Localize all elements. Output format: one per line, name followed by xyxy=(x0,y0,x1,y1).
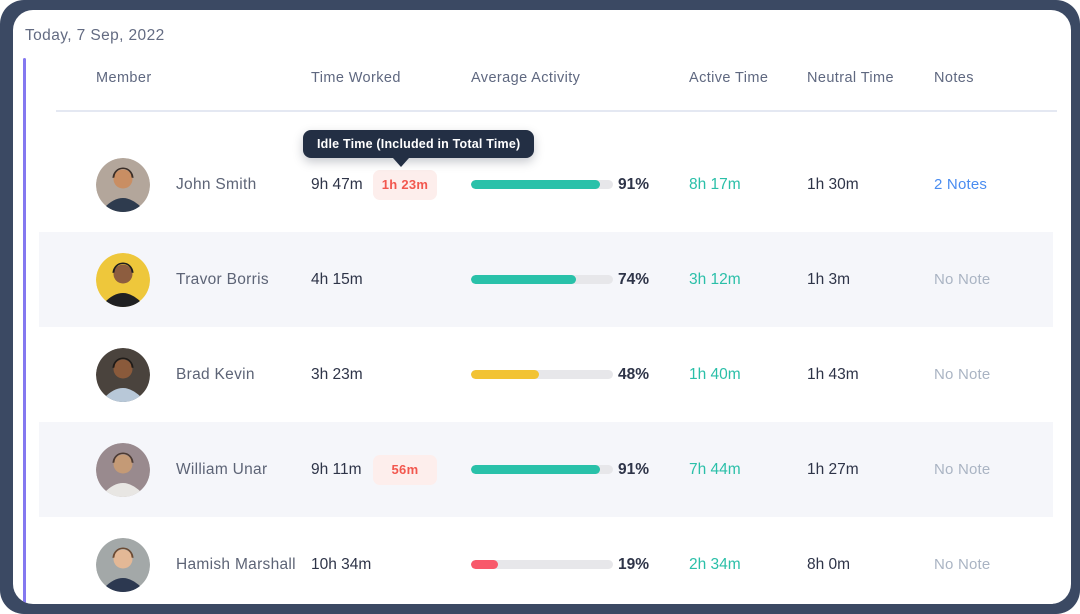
activity-bar-fill xyxy=(471,560,498,569)
table-row[interactable]: Hamish Marshall 10h 34m 19% 2h 34m 8h 0m… xyxy=(39,517,1053,604)
column-header-member: Member xyxy=(96,70,152,86)
date-label: Today, 7 Sep, 2022 xyxy=(25,27,165,44)
activity-bar-fill xyxy=(471,275,577,284)
column-header-time-worked: Time Worked xyxy=(311,70,401,86)
neutral-time-value: 8h 0m xyxy=(807,555,851,573)
activity-percentage: 91% xyxy=(617,460,649,478)
activity-bar-fill xyxy=(471,370,540,379)
idle-time-badge[interactable]: 56m xyxy=(373,454,437,485)
idle-time-tooltip: Idle Time (Included in Total Time) xyxy=(303,130,535,167)
table-row[interactable]: John Smith 9h 47m 1h 23m 91% 8h 17m 1h 3… xyxy=(39,137,1053,232)
active-time-value: 8h 17m xyxy=(689,175,741,193)
activity-percentage: 19% xyxy=(617,555,649,573)
activity-bar xyxy=(471,560,613,569)
avatar xyxy=(96,252,150,307)
accent-line xyxy=(23,58,26,604)
avatar xyxy=(96,442,150,497)
table-row[interactable]: William Unar 9h 11m 56m 91% 7h 44m 1h 27… xyxy=(39,422,1053,517)
activity-bar-fill xyxy=(471,465,601,474)
table-header: Member Time Worked Average Activity Acti… xyxy=(39,70,1053,86)
neutral-time-value: 1h 30m xyxy=(807,175,859,193)
activity-bar-fill xyxy=(471,180,601,189)
tooltip-arrow-icon xyxy=(393,158,409,167)
avatar xyxy=(96,157,150,212)
member-name: Travor Borris xyxy=(176,270,269,288)
active-time-value: 2h 34m xyxy=(689,555,741,573)
member-name: William Unar xyxy=(176,460,268,478)
idle-time-tooltip-text: Idle Time (Included in Total Time) xyxy=(317,137,521,151)
column-header-neutral-time: Neutral Time xyxy=(807,70,894,86)
neutral-time-value: 1h 43m xyxy=(807,365,859,383)
column-header-notes: Notes xyxy=(934,70,974,86)
time-worked-value: 3h 23m xyxy=(311,365,363,383)
avatar xyxy=(96,347,150,402)
active-time-value: 1h 40m xyxy=(689,365,741,383)
member-name: Hamish Marshall xyxy=(176,555,296,573)
notes-status: No Note xyxy=(934,366,991,383)
member-name: John Smith xyxy=(176,175,257,193)
activity-percentage: 91% xyxy=(617,175,649,193)
notes-status: No Note xyxy=(934,271,991,288)
header-divider xyxy=(56,110,1057,112)
member-name: Brad Kevin xyxy=(176,365,255,383)
activity-percentage: 48% xyxy=(617,365,649,383)
neutral-time-value: 1h 27m xyxy=(807,460,859,478)
table-row[interactable]: Brad Kevin 3h 23m 48% 1h 40m 1h 43m No N… xyxy=(39,327,1053,422)
time-worked-value: 4h 15m xyxy=(311,270,363,288)
idle-time-badge[interactable]: 1h 23m xyxy=(373,169,437,200)
table-body: John Smith 9h 47m 1h 23m 91% 8h 17m 1h 3… xyxy=(39,137,1053,604)
notes-status: No Note xyxy=(934,461,991,478)
activity-percentage: 74% xyxy=(617,270,649,288)
timesheet-panel: Today, 7 Sep, 2022 Member Time Worked Av… xyxy=(13,10,1071,604)
time-worked-value: 10h 34m xyxy=(311,555,372,573)
notes-link[interactable]: 2 Notes xyxy=(934,176,988,193)
avatar xyxy=(96,537,150,592)
activity-bar xyxy=(471,370,613,379)
activity-bar xyxy=(471,465,613,474)
activity-bar xyxy=(471,275,613,284)
active-time-value: 3h 12m xyxy=(689,270,741,288)
time-worked-value: 9h 47m xyxy=(311,175,363,193)
column-header-average-activity: Average Activity xyxy=(471,70,581,86)
table-row[interactable]: Travor Borris 4h 15m 74% 3h 12m 1h 3m No… xyxy=(39,232,1053,327)
active-time-value: 7h 44m xyxy=(689,460,741,478)
notes-status: No Note xyxy=(934,556,991,573)
activity-bar xyxy=(471,180,613,189)
neutral-time-value: 1h 3m xyxy=(807,270,851,288)
column-header-active-time: Active Time xyxy=(689,70,769,86)
time-worked-value: 9h 11m xyxy=(311,460,362,478)
